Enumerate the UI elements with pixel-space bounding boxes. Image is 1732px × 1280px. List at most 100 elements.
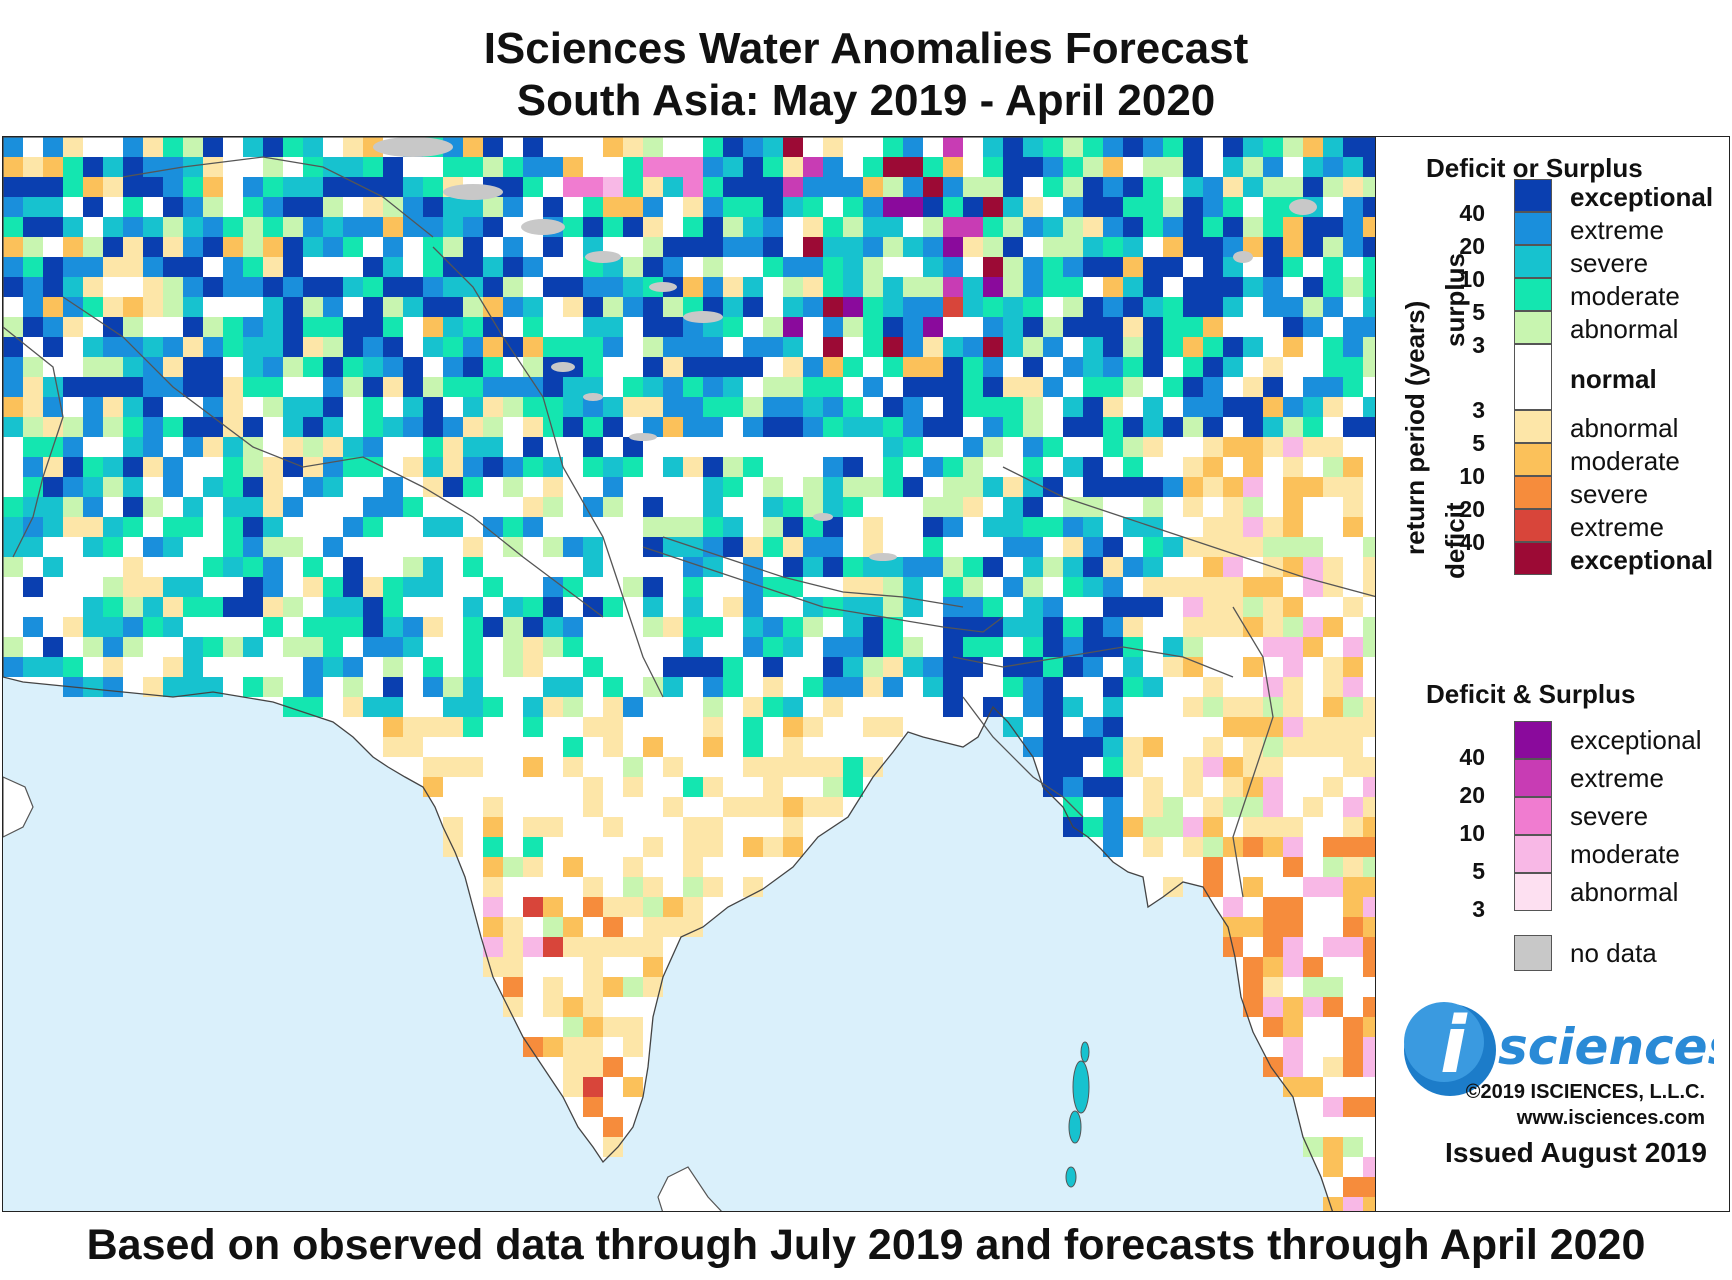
anomaly-cell	[843, 357, 863, 377]
anomaly-cell	[1263, 197, 1283, 217]
anomaly-cell	[823, 377, 843, 397]
anomaly-cell	[783, 417, 803, 437]
anomaly-cell	[143, 137, 163, 157]
anomaly-cell	[1303, 157, 1323, 177]
anomaly-cell	[183, 157, 203, 177]
anomaly-cell	[643, 617, 663, 637]
anomaly-cell	[363, 337, 383, 357]
anomaly-cell	[323, 337, 343, 357]
anomaly-cell	[523, 657, 543, 677]
anomaly-cell	[663, 157, 683, 177]
anomaly-cell	[323, 477, 343, 497]
anomaly-cell	[703, 257, 723, 277]
anomaly-cell	[263, 357, 283, 377]
anomaly-cell	[543, 697, 563, 717]
anomaly-cell	[823, 257, 843, 277]
anomaly-cell	[563, 377, 583, 397]
anomaly-cell	[323, 237, 343, 257]
anomaly-cell	[943, 137, 963, 157]
anomaly-cell	[643, 337, 663, 357]
anomaly-cell	[643, 157, 663, 177]
anomaly-cell	[163, 297, 183, 317]
anomaly-cell	[323, 377, 343, 397]
anomaly-cell	[343, 677, 363, 697]
anomaly-cell	[843, 677, 863, 697]
anomaly-cell	[1323, 997, 1343, 1017]
anomaly-cell	[263, 317, 283, 337]
anomaly-cell	[723, 797, 743, 817]
anomaly-cell	[1203, 617, 1223, 637]
anomaly-cell	[943, 277, 963, 297]
anomaly-cell	[23, 397, 43, 417]
anomaly-cell	[443, 217, 463, 237]
anomaly-cell	[243, 597, 263, 617]
anomaly-cell	[523, 337, 543, 357]
anomaly-cell	[663, 317, 683, 337]
website-link[interactable]: www.isciences.com	[1516, 1107, 1705, 1129]
anomaly-cell	[23, 357, 43, 377]
anomaly-cell	[723, 137, 743, 157]
anomaly-cell	[363, 377, 383, 397]
anomaly-cell	[663, 677, 683, 697]
anomaly-cell	[1083, 157, 1103, 177]
anomaly-cell	[1063, 617, 1083, 637]
anomaly-cell	[403, 377, 423, 397]
anomaly-cell	[1363, 757, 1375, 777]
anomaly-cell	[143, 437, 163, 457]
anomaly-cell	[223, 417, 243, 437]
anomaly-cell	[303, 337, 323, 357]
anomaly-cell	[763, 217, 783, 237]
anomaly-cell	[1043, 257, 1063, 277]
anomaly-cell	[383, 277, 403, 297]
anomaly-cell	[363, 197, 383, 217]
anomaly-cell	[183, 257, 203, 277]
anomaly-cell	[783, 297, 803, 317]
anomaly-cell	[343, 617, 363, 637]
anomaly-cell	[443, 477, 463, 497]
anomaly-cell	[103, 417, 123, 437]
anomaly-cell	[1183, 697, 1203, 717]
legend-deficit-label-severe: severe	[1570, 479, 1649, 509]
anomaly-cell	[223, 557, 243, 577]
anomaly-cell	[563, 1037, 583, 1057]
anomaly-cell	[1183, 317, 1203, 337]
anomaly-cell	[663, 517, 683, 537]
anomaly-cell	[823, 517, 843, 537]
anomaly-cell	[643, 257, 663, 277]
anomaly-cell	[1143, 537, 1163, 557]
anomaly-cell	[263, 337, 283, 357]
anomaly-cell	[1163, 417, 1183, 437]
anomaly-cell	[583, 277, 603, 297]
anomaly-cell	[1203, 817, 1223, 837]
anomaly-cell	[1283, 617, 1303, 637]
anomaly-cell	[1103, 197, 1123, 217]
anomaly-cell	[1223, 797, 1243, 817]
anomaly-cell	[1063, 297, 1083, 317]
anomaly-cell	[1023, 257, 1043, 277]
anomaly-cell	[523, 637, 543, 657]
anomaly-cell	[443, 297, 463, 317]
anomaly-cell	[923, 197, 943, 217]
anomaly-cell	[1203, 577, 1223, 597]
anomaly-cell	[1063, 137, 1083, 157]
anomaly-cell	[703, 777, 723, 797]
anomaly-cell	[783, 337, 803, 357]
anomaly-cell	[383, 217, 403, 237]
anomaly-cell	[463, 597, 483, 617]
anomaly-cell	[1123, 197, 1143, 217]
anomaly-cell	[783, 537, 803, 557]
anomaly-cell	[763, 837, 783, 857]
anomaly-cell	[423, 477, 443, 497]
anomaly-cell	[1163, 797, 1183, 817]
border-bangladesh-west	[962, 696, 1084, 818]
anomaly-cell	[883, 557, 903, 577]
anomaly-cell	[463, 217, 483, 237]
anomaly-cell	[623, 217, 643, 237]
anomaly-cell	[543, 277, 563, 297]
anomaly-cell	[143, 397, 163, 417]
anomaly-cell	[643, 597, 663, 617]
anomaly-cell	[943, 597, 963, 617]
anomaly-cell	[1323, 837, 1343, 857]
anomaly-cell	[1043, 237, 1063, 257]
anomaly-cell	[843, 317, 863, 337]
